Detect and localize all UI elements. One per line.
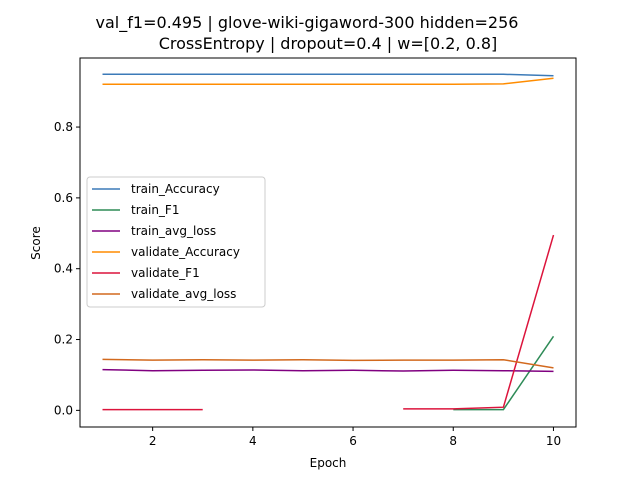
x-tick-label: 4 [249, 434, 257, 448]
legend: train_Accuracy train_F1 train_avg_lossvali… [86, 176, 266, 308]
series-line-train-avg-loss [102, 368, 554, 373]
y-tick-label: 0.8 [54, 120, 73, 134]
x-tick-label: 6 [349, 434, 357, 448]
legend-label: validate_Accuracy [131, 245, 240, 259]
chart-title-line1: val_f1=0.495 | glove-wiki-gigaword-300 h… [96, 13, 519, 33]
y-tick-label: 0.4 [54, 262, 73, 276]
x-axis: 2 4 6 8 10 [149, 427, 561, 448]
x-tick-label: 2 [149, 434, 157, 448]
y-axis: 0.0 0.2 0.4 0.6 0.8 [54, 120, 80, 417]
legend-label: validate_F1 [131, 266, 200, 280]
y-tick-label: 0.2 [54, 333, 73, 347]
legend-label: train_Accuracy [131, 182, 220, 196]
series-line-validate-Accuracy [102, 77, 554, 85]
chart-title-line2: CrossEntropy | dropout=0.4 | w=[0.2, 0.8… [159, 34, 498, 53]
series-line-train-Accuracy [102, 73, 554, 77]
legend-label: validate_avg_loss [131, 287, 236, 301]
series-line-validate-F1 [403, 234, 555, 410]
x-tick-label: 10 [546, 434, 561, 448]
legend-box [86, 176, 266, 308]
plot-area-frame [79, 57, 577, 428]
series-line-validate-avg-loss [102, 358, 554, 369]
legend-label: train_avg_loss [131, 224, 216, 238]
legend-label: train_F1 [131, 203, 179, 217]
series-lines [102, 73, 555, 411]
series-line-train-F1 [453, 335, 555, 411]
y-tick-label: 0.6 [54, 191, 73, 205]
y-tick-label: 0.0 [54, 403, 73, 417]
x-tick-label: 8 [449, 434, 457, 448]
y-axis-label: Score [29, 226, 43, 260]
x-axis-label: Epoch [310, 456, 347, 470]
